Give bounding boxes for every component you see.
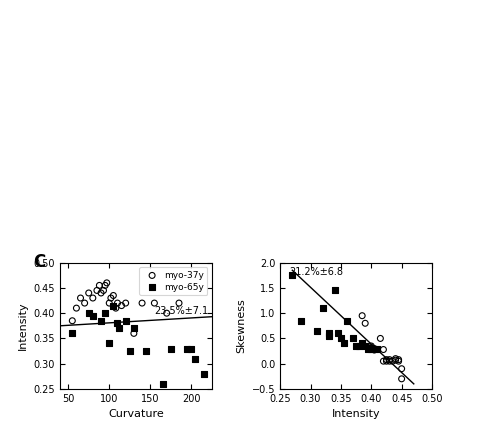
- Y-axis label: Skewness: Skewness: [236, 298, 246, 353]
- Point: [89, 295, 96, 302]
- Point: [69, 330, 76, 337]
- Point: [349, 335, 357, 342]
- Point: [325, 333, 333, 340]
- Point: [77, 295, 84, 302]
- Point: [367, 345, 375, 352]
- Point: [380, 346, 387, 353]
- Point: [126, 347, 133, 354]
- Point: [389, 357, 396, 364]
- Point: [200, 370, 207, 377]
- Point: [371, 345, 378, 352]
- Text: 21.2%±6.8: 21.2%±6.8: [289, 267, 343, 277]
- Point: [380, 357, 387, 364]
- Point: [395, 357, 402, 364]
- Point: [373, 346, 381, 353]
- Point: [361, 343, 369, 350]
- Point: [392, 355, 399, 362]
- Point: [122, 300, 130, 307]
- Point: [337, 335, 345, 342]
- Point: [96, 282, 103, 289]
- Point: [364, 345, 372, 352]
- Point: [340, 340, 348, 347]
- Text: 23.5%±7.1: 23.5%±7.1: [155, 306, 208, 316]
- Point: [364, 345, 372, 352]
- Point: [101, 310, 109, 317]
- Point: [358, 312, 366, 319]
- Point: [130, 325, 138, 332]
- Point: [355, 343, 363, 350]
- Point: [159, 380, 167, 387]
- Point: [313, 327, 321, 334]
- Point: [373, 345, 381, 352]
- Point: [143, 347, 150, 354]
- Point: [114, 320, 121, 327]
- Point: [122, 317, 130, 324]
- Point: [93, 287, 101, 294]
- Point: [100, 287, 108, 294]
- Point: [115, 325, 123, 332]
- Point: [385, 357, 393, 364]
- Point: [151, 300, 158, 307]
- Legend: myo-37y, myo-65y: myo-37y, myo-65y: [140, 267, 207, 295]
- Point: [85, 289, 93, 296]
- Point: [288, 272, 296, 279]
- Point: [114, 300, 121, 307]
- Point: [395, 356, 402, 363]
- Point: [331, 287, 339, 294]
- Point: [163, 310, 170, 317]
- Point: [392, 357, 399, 364]
- Point: [398, 365, 406, 372]
- Point: [383, 356, 390, 363]
- Text: C: C: [33, 253, 45, 271]
- Point: [175, 300, 183, 307]
- Point: [367, 344, 375, 351]
- Point: [97, 289, 105, 296]
- Point: [358, 340, 366, 347]
- Point: [383, 357, 390, 364]
- Point: [85, 310, 93, 317]
- Point: [107, 295, 115, 302]
- Point: [106, 300, 113, 307]
- Point: [101, 282, 109, 289]
- Point: [81, 300, 88, 307]
- Point: [325, 330, 333, 337]
- Point: [138, 300, 146, 307]
- Point: [72, 305, 80, 312]
- Point: [376, 335, 384, 342]
- Point: [371, 347, 378, 354]
- Point: [103, 279, 110, 286]
- Point: [352, 343, 360, 350]
- Point: [112, 305, 120, 312]
- Point: [188, 345, 195, 352]
- Point: [183, 345, 191, 352]
- Point: [89, 312, 96, 319]
- Point: [69, 317, 76, 324]
- Point: [298, 317, 305, 324]
- Point: [109, 302, 117, 309]
- Point: [109, 292, 117, 299]
- Y-axis label: Intensity: Intensity: [18, 302, 28, 350]
- Point: [361, 320, 369, 327]
- Point: [334, 330, 342, 337]
- Point: [167, 345, 175, 352]
- Point: [192, 355, 199, 362]
- Point: [398, 375, 406, 382]
- Point: [367, 345, 375, 352]
- Point: [118, 302, 125, 309]
- Point: [367, 343, 375, 350]
- X-axis label: Intensity: Intensity: [332, 409, 380, 420]
- Point: [343, 317, 351, 324]
- X-axis label: Curvature: Curvature: [108, 409, 164, 420]
- Point: [367, 344, 375, 351]
- Point: [97, 317, 105, 324]
- Point: [319, 305, 326, 312]
- Point: [385, 356, 393, 363]
- Point: [130, 330, 138, 337]
- Point: [106, 340, 113, 347]
